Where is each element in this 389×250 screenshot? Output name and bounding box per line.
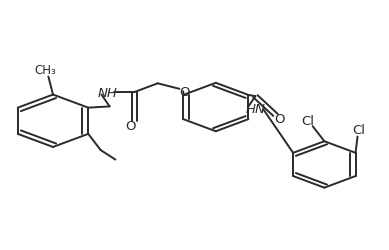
Text: Cl: Cl [352,124,365,136]
Text: NH: NH [97,86,117,99]
Text: Cl: Cl [301,114,315,127]
Text: O: O [179,86,190,98]
Text: O: O [274,113,285,126]
Text: HN: HN [246,102,266,115]
Text: O: O [125,119,136,132]
Text: CH₃: CH₃ [34,64,56,77]
